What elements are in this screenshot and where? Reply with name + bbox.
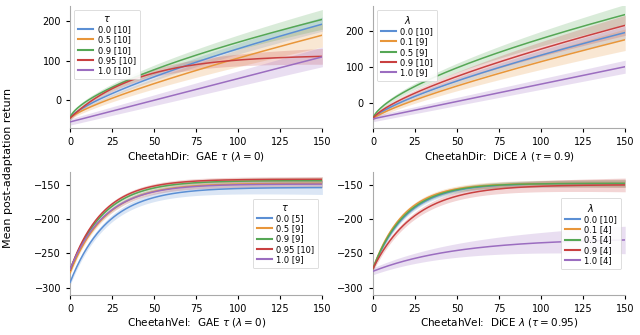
X-axis label: CheetahDir:  GAE $\tau$ ($\lambda = 0$): CheetahDir: GAE $\tau$ ($\lambda = 0$) <box>127 150 265 162</box>
X-axis label: CheetahVel:  GAE $\tau$ ($\lambda = 0$): CheetahVel: GAE $\tau$ ($\lambda = 0$) <box>127 317 266 329</box>
Legend: 0.0 [10], 0.5 [10], 0.9 [10], 0.95 [10], 1.0 [10]: 0.0 [10], 0.5 [10], 0.9 [10], 0.95 [10],… <box>74 10 140 79</box>
X-axis label: CheetahDir:  DiCE $\lambda$ ($\tau = 0.9$): CheetahDir: DiCE $\lambda$ ($\tau = 0.9$… <box>424 150 575 162</box>
Text: Mean post-adaptation return: Mean post-adaptation return <box>3 87 13 248</box>
Legend: 0.0 [10], 0.1 [9], 0.5 [9], 0.9 [10], 1.0 [9]: 0.0 [10], 0.1 [9], 0.5 [9], 0.9 [10], 1.… <box>377 10 438 81</box>
Legend: 0.0 [5], 0.5 [9], 0.9 [9], 0.95 [10], 1.0 [9]: 0.0 [5], 0.5 [9], 0.9 [9], 0.95 [10], 1.… <box>253 199 318 268</box>
Legend: 0.0 [10], 0.1 [4], 0.5 [4], 0.9 [4], 1.0 [4]: 0.0 [10], 0.1 [4], 0.5 [4], 0.9 [4], 1.0… <box>561 198 621 269</box>
X-axis label: CheetahVel:  DiCE $\lambda$ ($\tau = 0.95$): CheetahVel: DiCE $\lambda$ ($\tau = 0.95… <box>420 317 579 329</box>
